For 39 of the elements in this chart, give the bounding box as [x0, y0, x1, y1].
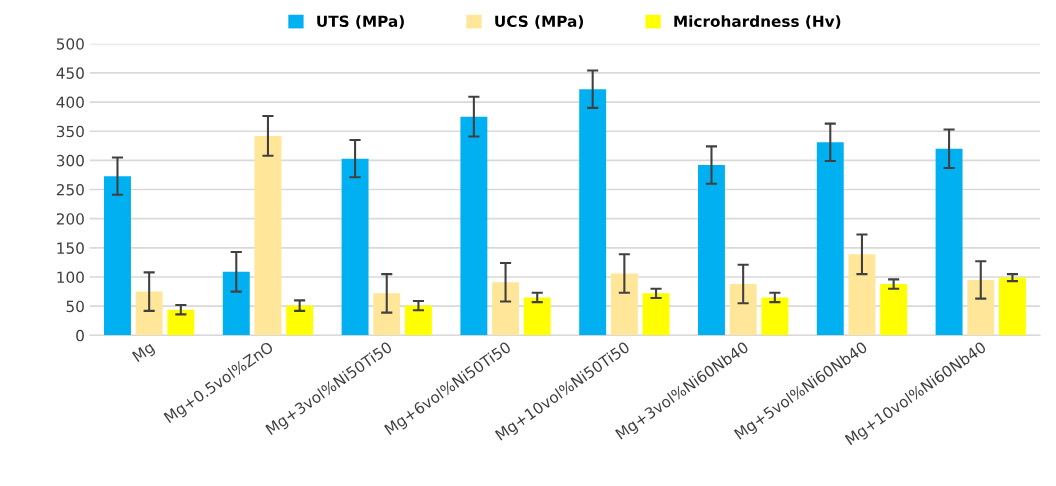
bar	[998, 277, 1026, 336]
bar	[373, 293, 401, 336]
bar	[341, 158, 369, 336]
x-tick-label: Mg	[131, 341, 157, 365]
y-tick-label: 150	[57, 242, 84, 254]
bar	[848, 254, 876, 336]
bar	[967, 279, 995, 336]
y-tick-label: 300	[56, 154, 84, 167]
bar	[880, 284, 908, 336]
legend-label: Microhardness (Hv)	[674, 15, 841, 29]
legend-label: UCS (MPa)	[495, 15, 584, 29]
bar	[523, 297, 551, 336]
bar	[816, 142, 844, 336]
y-tick-label: 250	[56, 184, 84, 196]
y-tick-label: 0	[76, 329, 84, 342]
bar	[610, 273, 638, 336]
y-tick-label: 50	[66, 300, 84, 313]
bar	[935, 148, 963, 336]
y-tick-label: 400	[56, 96, 84, 109]
bar	[698, 165, 725, 336]
bar	[492, 282, 520, 336]
y-tick-label: 500	[56, 38, 84, 50]
bar	[222, 271, 250, 336]
bar	[404, 305, 432, 336]
bar	[104, 176, 131, 336]
bar	[254, 135, 282, 336]
bar	[642, 293, 670, 336]
bar	[729, 284, 757, 336]
y-tick-label: 350	[56, 125, 84, 138]
y-tick-label: 200	[56, 213, 84, 225]
y-tick-label: 100	[57, 271, 84, 284]
bar	[286, 305, 314, 336]
y-tick-label: 450	[56, 67, 84, 79]
legend-label: UTS (MPa)	[317, 15, 404, 29]
bar	[135, 291, 163, 336]
bar	[460, 116, 488, 336]
bar	[167, 309, 195, 336]
bar	[579, 89, 607, 336]
bar	[761, 297, 789, 336]
